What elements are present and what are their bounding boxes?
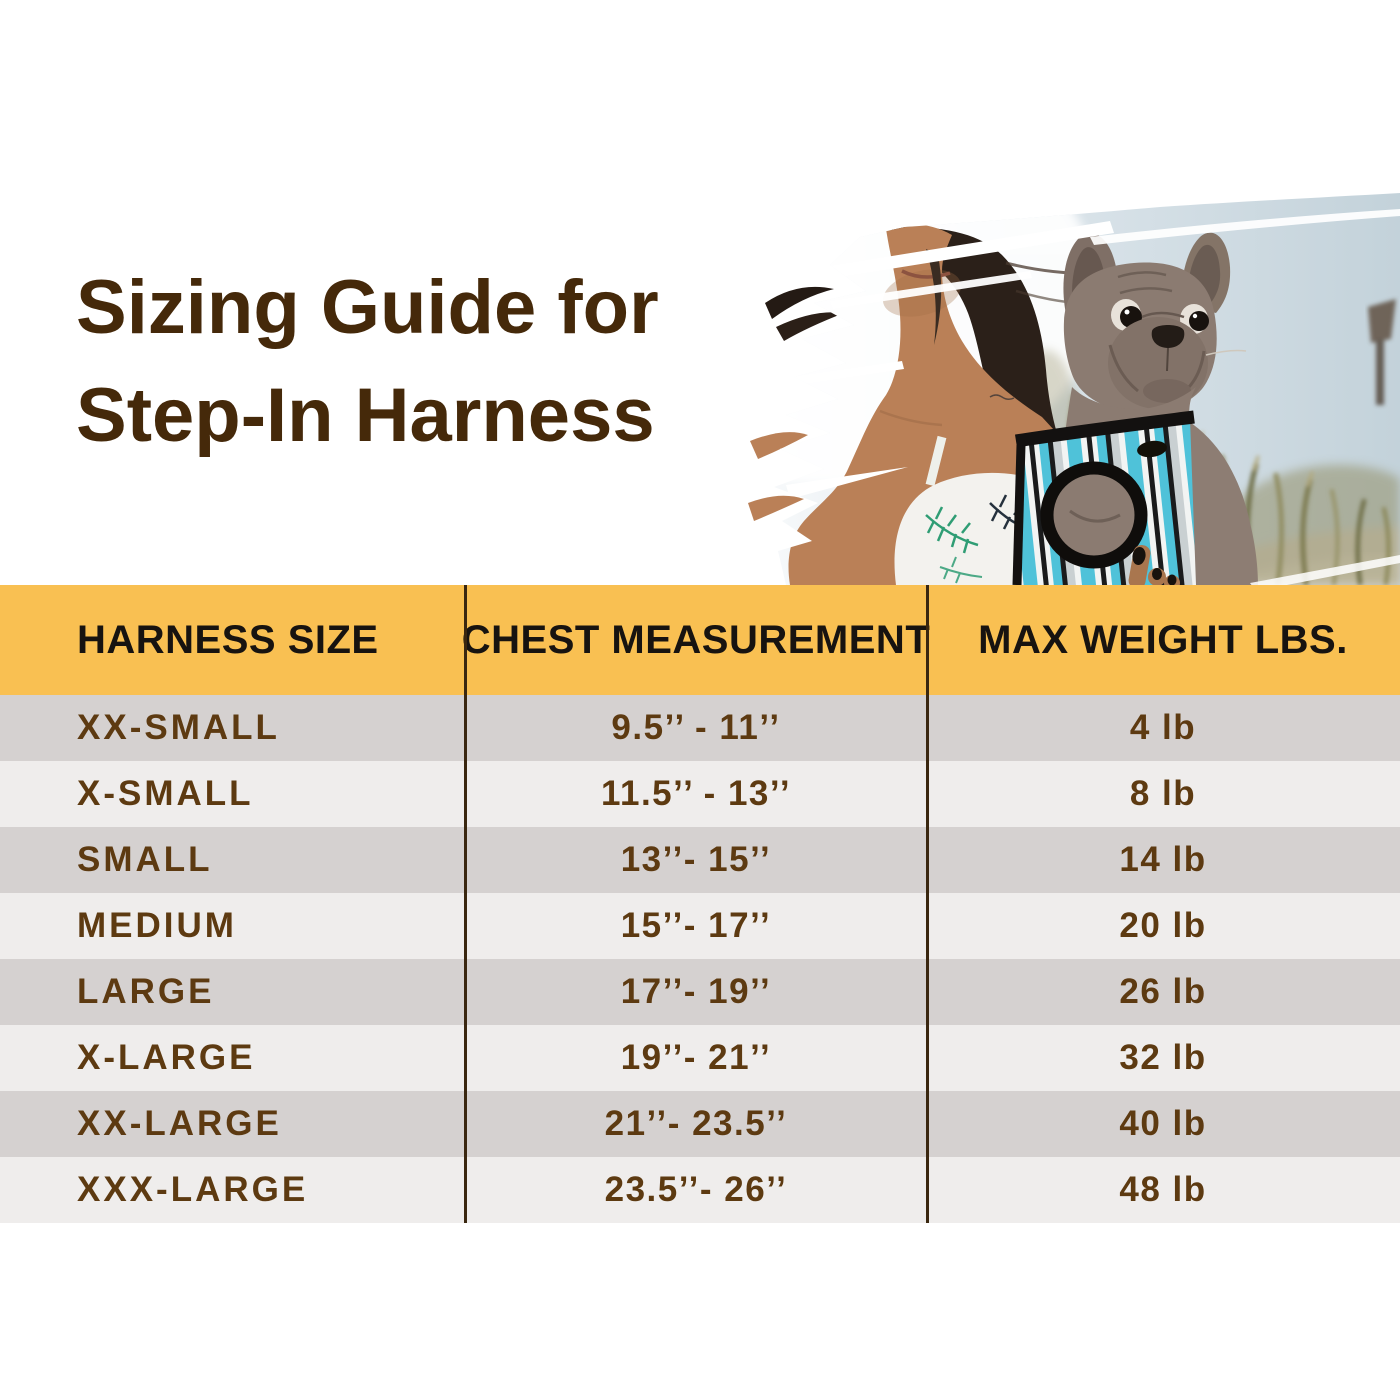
header-harness-size: HARNESS SIZE (77, 617, 379, 662)
harness-leg-ring (1040, 461, 1148, 569)
header-chest-measurement: CHEST MEASUREMENT (461, 617, 931, 662)
woman-figure (788, 224, 1143, 585)
weight-cell: 8 lb (1129, 774, 1197, 813)
table-row: XX-LARGE 21’’- 23.5’’ 40 lb (0, 1091, 1400, 1157)
weight-cell: 14 lb (1119, 840, 1207, 879)
table-row: MEDIUM 15’’- 17’’ 20 lb (0, 893, 1400, 959)
size-cell: X-LARGE (77, 1038, 256, 1077)
tattoo (989, 394, 1015, 401)
size-cell: X-SMALL (77, 774, 254, 813)
paint-splash-fragments (748, 286, 844, 521)
column-divider (464, 585, 467, 1223)
sign-post (1368, 299, 1396, 405)
chest-cell: 17’’- 19’’ (620, 972, 772, 1011)
table-header-row: HARNESS SIZE CHEST MEASUREMENT MAX WEIGH… (0, 585, 1400, 695)
page-title: Sizing Guide for Step-In Harness (76, 254, 659, 470)
header-max-weight: MAX WEIGHT LBS. (978, 617, 1348, 662)
weight-cell: 4 lb (1129, 708, 1197, 747)
weight-cell: 40 lb (1119, 1104, 1207, 1143)
size-cell: XXX-LARGE (77, 1170, 309, 1209)
table-row: X-SMALL 11.5’’ - 13’’ 8 lb (0, 761, 1400, 827)
dog-nose (1151, 325, 1185, 348)
size-cell: SMALL (77, 840, 213, 879)
chest-cell: 23.5’’- 26’’ (604, 1170, 788, 1209)
harness-brand-patch (1137, 440, 1167, 458)
page-title-line2: Step-In Harness (76, 373, 655, 458)
chest-cell: 13’’- 15’’ (620, 840, 772, 879)
table-row: LARGE 17’’- 19’’ 26 lb (0, 959, 1400, 1025)
weight-cell: 48 lb (1119, 1170, 1207, 1209)
chest-cell: 21’’- 23.5’’ (604, 1104, 788, 1143)
size-table: HARNESS SIZE CHEST MEASUREMENT MAX WEIGH… (0, 585, 1400, 1223)
dog-harness (1012, 410, 1196, 585)
chest-cell: 19’’- 21’’ (620, 1038, 772, 1077)
hero-photo (690, 185, 1400, 585)
weight-cell: 20 lb (1119, 906, 1207, 945)
owner-hand (1128, 545, 1180, 585)
beach-photo (748, 193, 1400, 585)
size-cell: XX-SMALL (77, 708, 280, 747)
table-row: XX-SMALL 9.5’’ - 11’’ 4 lb (0, 695, 1400, 761)
chest-cell: 9.5’’ - 11’’ (611, 708, 781, 747)
chest-cell: 15’’- 17’’ (620, 906, 772, 945)
dog-figure (1012, 232, 1258, 585)
page-title-line1: Sizing Guide for (76, 265, 659, 350)
table-row: XXX-LARGE 23.5’’- 26’’ 48 lb (0, 1157, 1400, 1223)
chest-cell: 11.5’’ - 13’’ (600, 774, 792, 813)
column-divider (926, 585, 929, 1223)
table-row: X-LARGE 19’’- 21’’ 32 lb (0, 1025, 1400, 1091)
table-row: SMALL 13’’- 15’’ 14 lb (0, 827, 1400, 893)
size-cell: LARGE (77, 972, 215, 1011)
size-cell: XX-LARGE (77, 1104, 282, 1143)
size-cell: MEDIUM (77, 906, 237, 945)
weight-cell: 26 lb (1119, 972, 1207, 1011)
weight-cell: 32 lb (1119, 1038, 1207, 1077)
painted-nail (1132, 547, 1146, 565)
